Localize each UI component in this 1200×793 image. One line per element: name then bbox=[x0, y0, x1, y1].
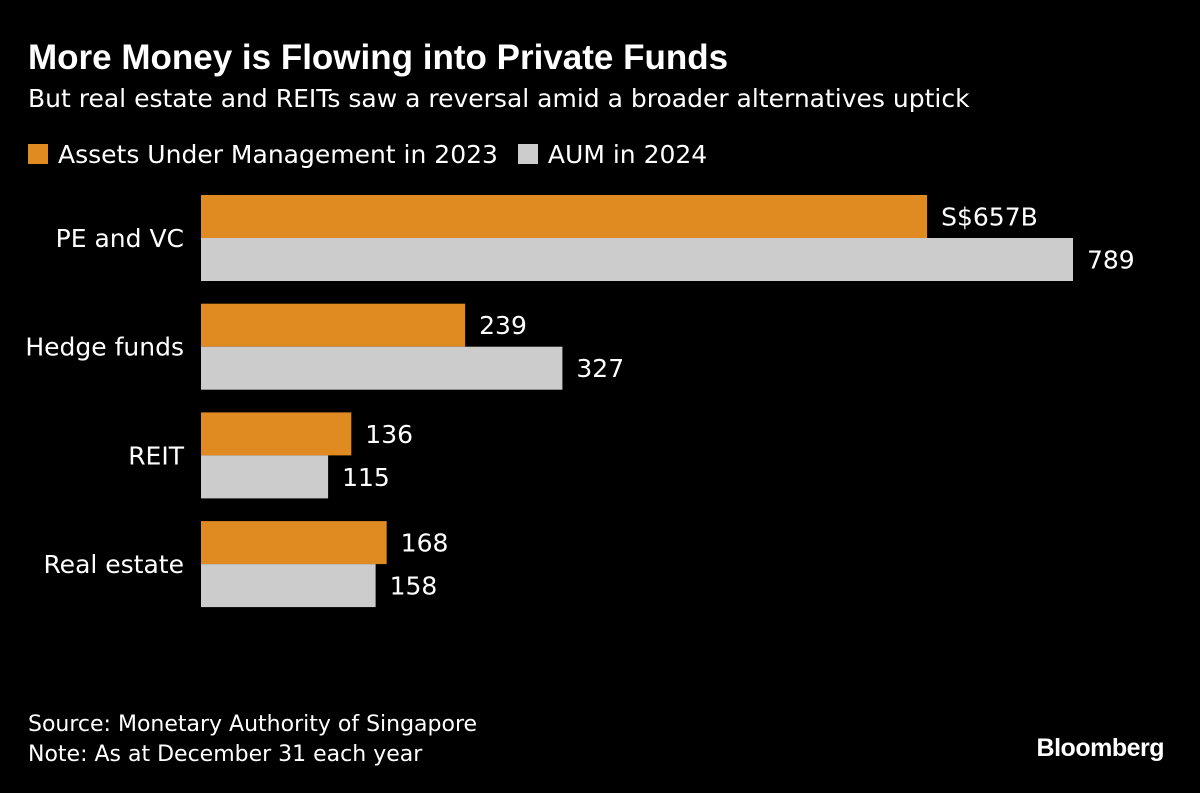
legend: Assets Under Management in 2023 AUM in 2… bbox=[28, 137, 727, 171]
data-label-pe-and-vc-2024: 789 bbox=[1087, 246, 1135, 275]
note-text: Note: As at December 31 each year bbox=[28, 742, 423, 767]
category-label-hedge-funds: Hedge funds bbox=[25, 333, 184, 362]
bloomberg-logo: Bloomberg bbox=[1036, 734, 1165, 762]
chart-subtitle: But real estate and REITs saw a reversal… bbox=[28, 84, 970, 113]
legend-item-2023: Assets Under Management in 2023 bbox=[28, 140, 498, 169]
category-label-pe-and-vc: PE and VC bbox=[56, 224, 184, 253]
bar-pe-and-vc-2024 bbox=[201, 238, 1073, 281]
category-label-real-estate: Real estate bbox=[43, 550, 184, 579]
data-label-reit-2023: 136 bbox=[365, 420, 413, 449]
data-label-reit-2024: 115 bbox=[342, 463, 390, 492]
bar-hedge-funds-2023 bbox=[201, 303, 466, 347]
bar-hedge-funds-2024 bbox=[201, 346, 563, 390]
bar-chart: PE and VC S$657B 789 Hedge funds 239 327 REIT 1… bbox=[25, 195, 1135, 608]
bar-pe-and-vc-2023 bbox=[201, 195, 928, 238]
source-text: Source: Monetary Authority of Singapore bbox=[28, 712, 478, 737]
bar-reit-2023 bbox=[201, 412, 352, 456]
bar-real-estate-2024 bbox=[201, 564, 376, 608]
data-label-pe-and-vc-2023: S$657B bbox=[941, 203, 1038, 232]
legend-label-2023: Assets Under Management in 2023 bbox=[58, 139, 498, 169]
data-label-real-estate-2024: 158 bbox=[390, 572, 438, 601]
legend-swatch-2023 bbox=[28, 144, 48, 164]
data-label-hedge-funds-2023: 239 bbox=[479, 311, 527, 340]
bar-real-estate-2023 bbox=[201, 521, 387, 565]
data-label-real-estate-2023: 168 bbox=[401, 529, 449, 558]
legend-item-2024: AUM in 2024 bbox=[517, 139, 708, 169]
category-label-reit: REIT bbox=[128, 441, 185, 470]
chart-title: More Money is Flowing into Private Funds bbox=[28, 38, 729, 77]
legend-swatch-2024 bbox=[517, 144, 538, 164]
bar-reit-2024 bbox=[201, 455, 329, 499]
legend-label-2024: AUM in 2024 bbox=[547, 139, 708, 169]
data-label-hedge-funds-2024: 327 bbox=[576, 354, 624, 383]
footer-notes: Source: Monetary Authority of Singapore … bbox=[28, 710, 477, 770]
